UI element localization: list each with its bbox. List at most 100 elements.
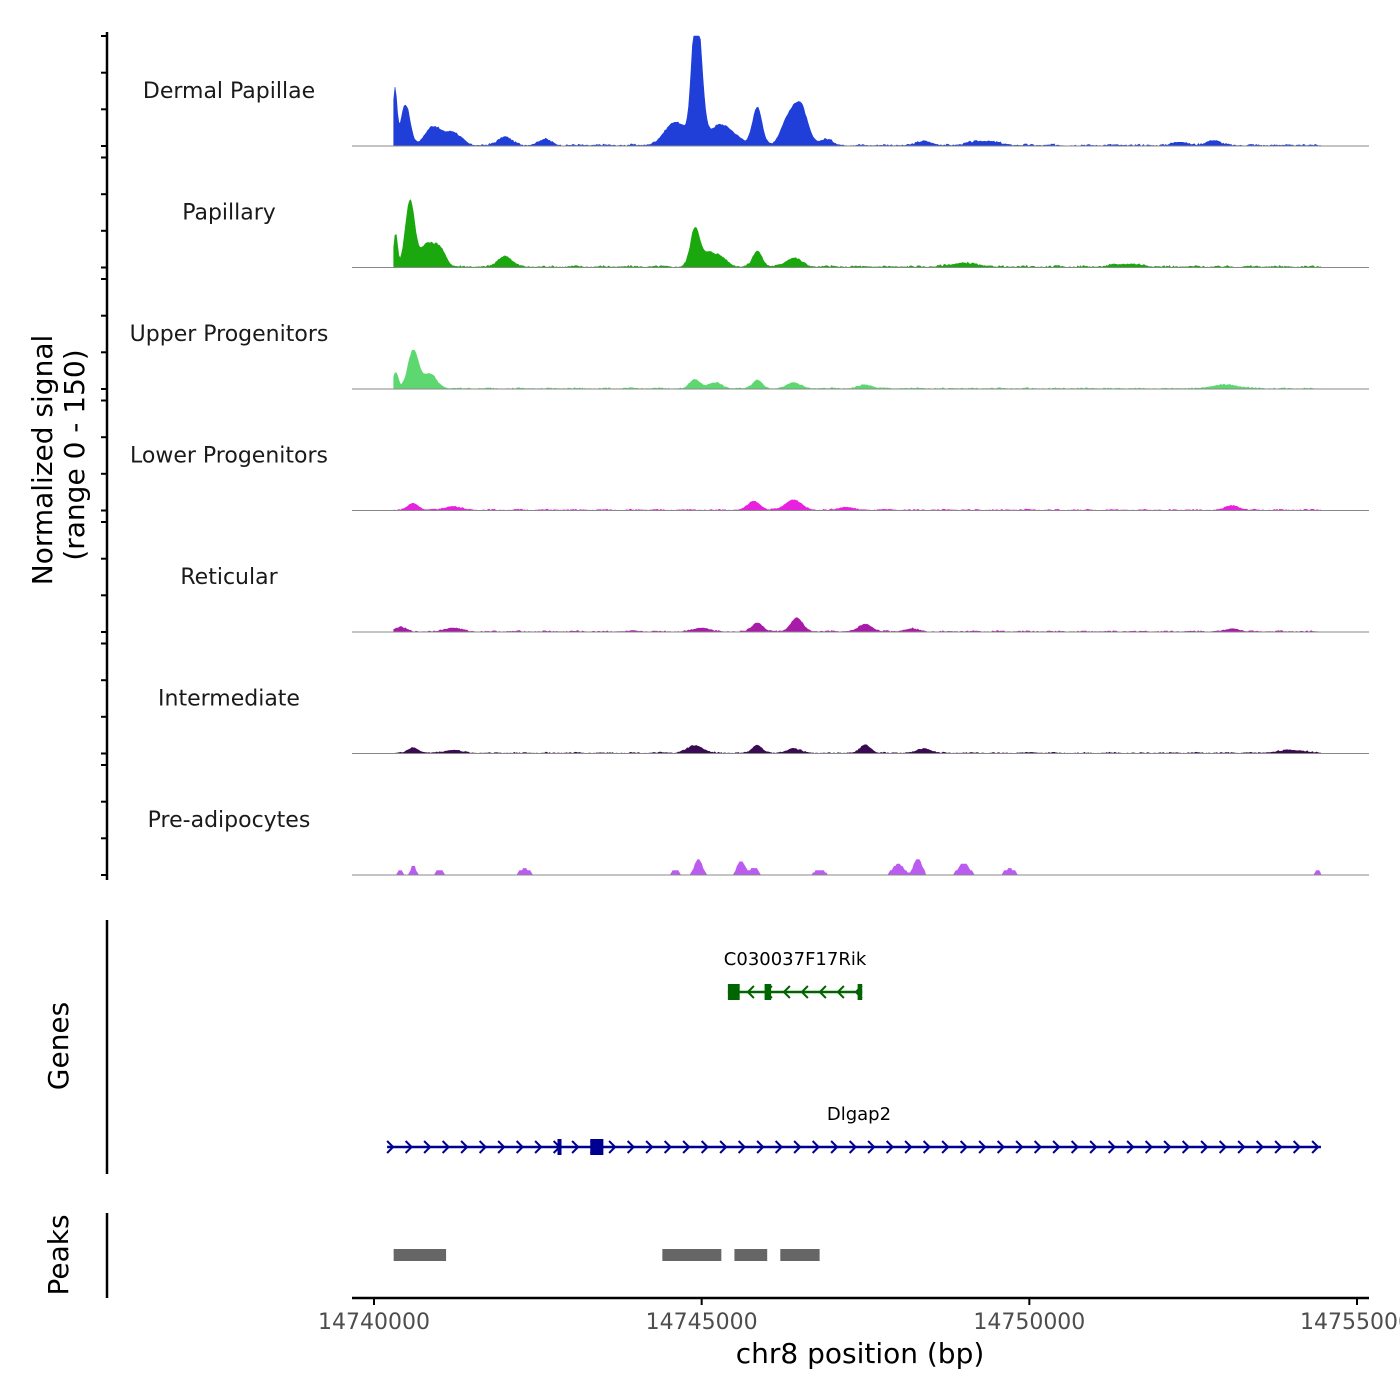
track-label: Lower Progenitors (130, 444, 328, 469)
track-label: Intermediate (158, 687, 300, 712)
x-tick-label: 14740000 (318, 1310, 430, 1335)
exon (857, 984, 863, 1000)
track-papillary: Papillary (182, 199, 1369, 268)
strand-chevron (700, 1140, 710, 1154)
strand-chevron (1274, 1140, 1283, 1154)
strand-chevron (904, 1140, 913, 1154)
strand-chevron (1181, 1140, 1191, 1154)
peak-track (393, 1249, 820, 1261)
signal-area (393, 744, 1322, 754)
genes-axis-title: Genes (42, 1002, 75, 1090)
track-label: Dermal Papillae (143, 79, 315, 104)
track-intermediate: Intermediate (158, 687, 1369, 754)
strand-chevron (1107, 1140, 1117, 1154)
x-tick-label: 14750000 (973, 1310, 1085, 1335)
strand-chevron (746, 985, 755, 999)
strand-chevron (1163, 1140, 1172, 1154)
track-lower-progenitors: Lower Progenitors (130, 444, 1369, 511)
signal-tracks: Dermal Papillae Papillary Upper Progenitor… (130, 35, 1369, 876)
signal-area (393, 349, 1322, 390)
gene-label: Dlgap2 (827, 1104, 891, 1125)
strand-chevron (1126, 1140, 1135, 1154)
peak-region (393, 1249, 447, 1261)
signal-area (393, 35, 1322, 147)
strand-chevron (663, 1140, 673, 1154)
strand-chevron (497, 1140, 506, 1154)
strand-chevron (1144, 1140, 1154, 1154)
strand-chevron (959, 1140, 969, 1154)
signal-area (393, 617, 1322, 633)
track-pre-adipocytes: Pre-adipocytes (148, 808, 1369, 876)
strand-chevron (1292, 1140, 1302, 1154)
strand-chevron (1033, 1140, 1043, 1154)
x-axis: 14740000 14745000 14750000 14755000 (318, 1296, 1400, 1335)
signal-area (393, 499, 1322, 511)
track-reticular: Reticular (180, 565, 1369, 633)
track-label: Upper Progenitors (130, 322, 329, 347)
strand-chevron (478, 1140, 488, 1154)
strand-chevron (756, 1140, 765, 1154)
strand-chevron (800, 985, 809, 999)
signal-area (393, 199, 1322, 268)
exon (727, 984, 740, 1000)
peaks-axis-title: Peaks (42, 1214, 75, 1295)
strand-chevron (682, 1140, 691, 1154)
signal-y-axis (101, 32, 109, 880)
strand-chevron (441, 1140, 451, 1154)
strand-chevron (885, 1140, 895, 1154)
y-axis-title: Normalized signal (26, 335, 59, 586)
strand-chevron (996, 1140, 1006, 1154)
track-label: Papillary (182, 201, 276, 226)
exon (590, 1139, 604, 1155)
gene-label: C030037F17Rik (724, 949, 867, 970)
strand-chevron (1089, 1140, 1098, 1154)
strand-chevron (818, 985, 827, 999)
strand-chevron (793, 1140, 802, 1154)
strand-chevron (848, 1140, 858, 1154)
strand-chevron (719, 1140, 728, 1154)
strand-chevron (1070, 1140, 1080, 1154)
x-tick-label: 14745000 (646, 1310, 758, 1335)
strand-chevron (737, 1140, 747, 1154)
strand-chevron (922, 1140, 932, 1154)
strand-chevron (867, 1140, 876, 1154)
gene-dlgap2: Dlgap2 (386, 1104, 1321, 1155)
x-tick-label: 14755000 (1300, 1310, 1400, 1335)
strand-chevron (534, 1140, 543, 1154)
y-axis-subtitle: (range 0 - 150) (58, 349, 91, 560)
x-axis-title: chr8 position (bp) (736, 1337, 985, 1370)
signal-area (393, 859, 1322, 876)
strand-chevron (460, 1140, 469, 1154)
strand-chevron (404, 1140, 414, 1154)
exon (557, 1139, 562, 1155)
strand-chevron (1015, 1140, 1024, 1154)
strand-chevron (1218, 1140, 1228, 1154)
strand-chevron (774, 1140, 784, 1154)
peak-region (734, 1249, 768, 1261)
strand-chevron (811, 1140, 821, 1154)
strand-chevron (941, 1140, 950, 1154)
strand-chevron (1237, 1140, 1246, 1154)
peak-region (662, 1249, 722, 1261)
track-label: Pre-adipocytes (148, 808, 311, 833)
strand-chevron (1052, 1140, 1061, 1154)
exon (764, 984, 772, 1000)
peak-region (780, 1249, 820, 1261)
strand-chevron (608, 1140, 617, 1154)
track-label: Reticular (180, 565, 278, 590)
strand-chevron (830, 1140, 839, 1154)
gene-c030037f17rik: C030037F17Rik (724, 949, 867, 1000)
strand-chevron (515, 1140, 525, 1154)
strand-chevron (1255, 1140, 1265, 1154)
strand-chevron (571, 1140, 580, 1154)
strand-chevron (1200, 1140, 1209, 1154)
strand-chevron (645, 1140, 654, 1154)
strand-chevron (978, 1140, 987, 1154)
strand-chevron (386, 1140, 395, 1154)
strand-chevron (836, 985, 845, 999)
strand-chevron (1311, 1140, 1320, 1154)
strand-chevron (626, 1140, 636, 1154)
strand-chevron (782, 985, 791, 999)
track-upper-progenitors: Upper Progenitors (130, 322, 1369, 390)
